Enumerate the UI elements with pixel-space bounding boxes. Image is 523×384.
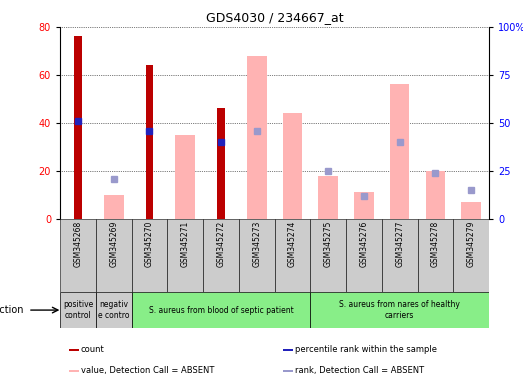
Bar bbox=[74, 36, 82, 219]
Text: GSM345274: GSM345274 bbox=[288, 221, 297, 267]
Bar bbox=[275, 219, 310, 292]
Bar bbox=[167, 219, 203, 292]
Text: positive
control: positive control bbox=[63, 300, 93, 320]
Bar bbox=[96, 292, 132, 328]
Text: GSM345271: GSM345271 bbox=[181, 221, 190, 267]
Bar bbox=[382, 219, 417, 292]
Text: GSM345277: GSM345277 bbox=[395, 221, 404, 267]
Bar bbox=[104, 195, 123, 219]
Text: S. aureus from nares of healthy
carriers: S. aureus from nares of healthy carriers bbox=[339, 300, 460, 320]
Bar bbox=[96, 219, 132, 292]
Text: GSM345268: GSM345268 bbox=[74, 221, 83, 267]
Text: S. aureus from blood of septic patient: S. aureus from blood of septic patient bbox=[149, 306, 293, 314]
Text: rank, Detection Call = ABSENT: rank, Detection Call = ABSENT bbox=[295, 366, 424, 376]
Text: GSM345276: GSM345276 bbox=[359, 221, 368, 267]
Bar bbox=[145, 65, 153, 219]
Bar bbox=[461, 202, 481, 219]
Bar bbox=[239, 219, 275, 292]
Text: infection: infection bbox=[0, 305, 24, 315]
Bar bbox=[203, 219, 239, 292]
Text: GSM345273: GSM345273 bbox=[252, 221, 261, 267]
Title: GDS4030 / 234667_at: GDS4030 / 234667_at bbox=[206, 11, 344, 24]
Bar bbox=[390, 84, 410, 219]
Text: negativ
e contro: negativ e contro bbox=[98, 300, 130, 320]
Bar bbox=[132, 219, 167, 292]
Bar bbox=[69, 349, 79, 351]
Bar bbox=[319, 176, 338, 219]
Text: GSM345278: GSM345278 bbox=[431, 221, 440, 267]
Bar bbox=[354, 192, 374, 219]
Bar bbox=[60, 292, 96, 328]
Bar bbox=[283, 349, 293, 351]
Bar bbox=[175, 135, 195, 219]
Bar bbox=[69, 370, 79, 372]
Bar bbox=[346, 219, 382, 292]
Text: percentile rank within the sample: percentile rank within the sample bbox=[295, 345, 437, 354]
Text: GSM345272: GSM345272 bbox=[217, 221, 225, 267]
Text: GSM345269: GSM345269 bbox=[109, 221, 118, 267]
Bar bbox=[60, 219, 96, 292]
Text: value, Detection Call = ABSENT: value, Detection Call = ABSENT bbox=[81, 366, 214, 376]
Bar bbox=[283, 370, 293, 372]
Bar bbox=[217, 108, 225, 219]
Text: GSM345275: GSM345275 bbox=[324, 221, 333, 267]
Text: GSM345279: GSM345279 bbox=[467, 221, 475, 267]
Bar bbox=[453, 219, 489, 292]
Bar bbox=[310, 292, 489, 328]
Bar bbox=[417, 219, 453, 292]
Bar bbox=[310, 219, 346, 292]
Text: count: count bbox=[81, 345, 105, 354]
Bar bbox=[282, 113, 302, 219]
Text: GSM345270: GSM345270 bbox=[145, 221, 154, 267]
Bar bbox=[247, 56, 267, 219]
Bar bbox=[426, 171, 445, 219]
Bar bbox=[132, 292, 310, 328]
